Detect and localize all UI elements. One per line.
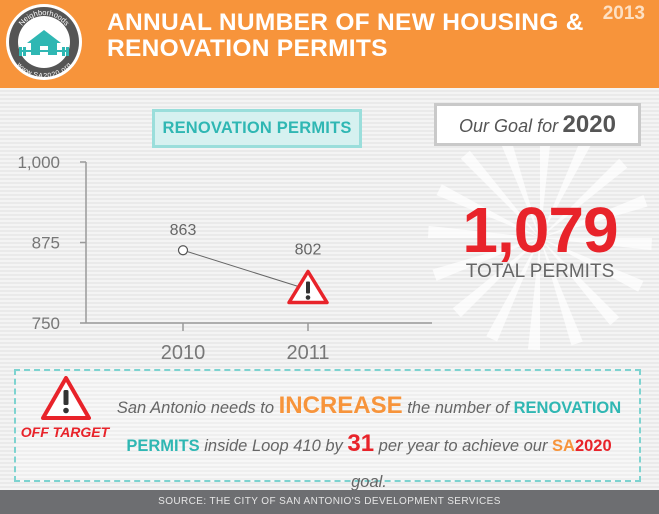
off-target-callout: OFF TARGET San Antonio needs to INCREASE…	[14, 369, 641, 491]
goal-label-box: Our Goal for 2020	[434, 103, 641, 146]
msg-text-3: inside Loop 410 by	[204, 437, 343, 455]
starburst-ray	[540, 195, 648, 238]
series-line	[182, 249, 309, 290]
goal-unit-label: TOTAL PERMITS	[465, 261, 615, 282]
starburst-ray	[540, 238, 583, 346]
chart-title-box: RENOVATION PERMITS	[152, 109, 362, 148]
data-label: 863	[170, 222, 197, 239]
title-line-2: RENOVATION PERMITS	[107, 35, 388, 62]
y-tick-label: 750	[32, 314, 60, 333]
goal-label-text: Our Goal for	[459, 116, 559, 136]
starburst-ray	[527, 238, 540, 350]
title-line-1: ANNUAL NUMBER OF NEW HOUSING &	[107, 9, 584, 36]
msg-sa: SA	[552, 437, 575, 455]
starburst-ray	[486, 238, 540, 342]
msg-text-4: per year to achieve our	[378, 437, 548, 455]
warning-dot	[305, 295, 311, 300]
x-tick-label: 2010	[161, 342, 206, 364]
starburst-ray	[540, 134, 594, 238]
page-title: ANNUAL NUMBER OF NEW HOUSING & RENOVATIO…	[107, 10, 584, 62]
goal-year: 2020	[562, 111, 616, 138]
goal-number: 1,079	[462, 194, 618, 266]
starburst-ray	[540, 238, 652, 251]
starburst-ray	[452, 238, 540, 318]
starburst-ray	[540, 128, 552, 238]
source-footer: SOURCE: THE CITY OF SAN ANTONIO'S DEVELO…	[0, 490, 659, 514]
msg-text-5: goal.	[351, 473, 387, 491]
x-tick-label: 2011	[286, 342, 329, 364]
callout-message: San Antonio needs to INCREASE the number…	[110, 388, 628, 500]
y-tick-label: 1,000	[17, 153, 60, 172]
msg-number: 31	[347, 430, 375, 457]
starburst-ray	[540, 238, 620, 326]
starburst-ray	[540, 158, 628, 238]
msg-2020: 2020	[574, 437, 612, 455]
msg-text-1: San Antonio needs to	[116, 399, 274, 417]
data-label: 802	[295, 242, 322, 259]
msg-permits: PERMITS	[126, 437, 200, 455]
warning-bar	[306, 281, 310, 294]
msg-renovation: RENOVATION	[513, 399, 622, 417]
starburst-ray	[540, 238, 644, 292]
report-year: 2013	[602, 3, 645, 24]
header-banner: Neighborhoods www.SA2020.org ANNUAL NUMB…	[0, 0, 659, 88]
y-tick-label: 875	[32, 234, 60, 253]
msg-text-2: the number of	[407, 399, 510, 417]
starburst-ray	[432, 238, 540, 281]
off-target-label: OFF TARGET	[20, 424, 110, 440]
starburst-ray	[497, 130, 540, 238]
warning-triangle-icon	[41, 376, 91, 420]
starburst-ray	[460, 150, 540, 238]
starburst-background	[428, 128, 652, 350]
msg-increase: INCREASE	[278, 392, 403, 419]
starburst-ray	[428, 225, 540, 238]
neighborhoods-house-logo-icon: Neighborhoods www.SA2020.org	[6, 4, 82, 80]
starburst-ray	[436, 184, 540, 238]
data-point-2011-warning-icon	[287, 269, 329, 305]
chart-title: RENOVATION PERMITS	[162, 119, 352, 137]
data-point-2010	[177, 245, 189, 256]
renovation-permits-line-chart: 1,000 875 750 2010 2011 863 802	[17, 153, 432, 364]
